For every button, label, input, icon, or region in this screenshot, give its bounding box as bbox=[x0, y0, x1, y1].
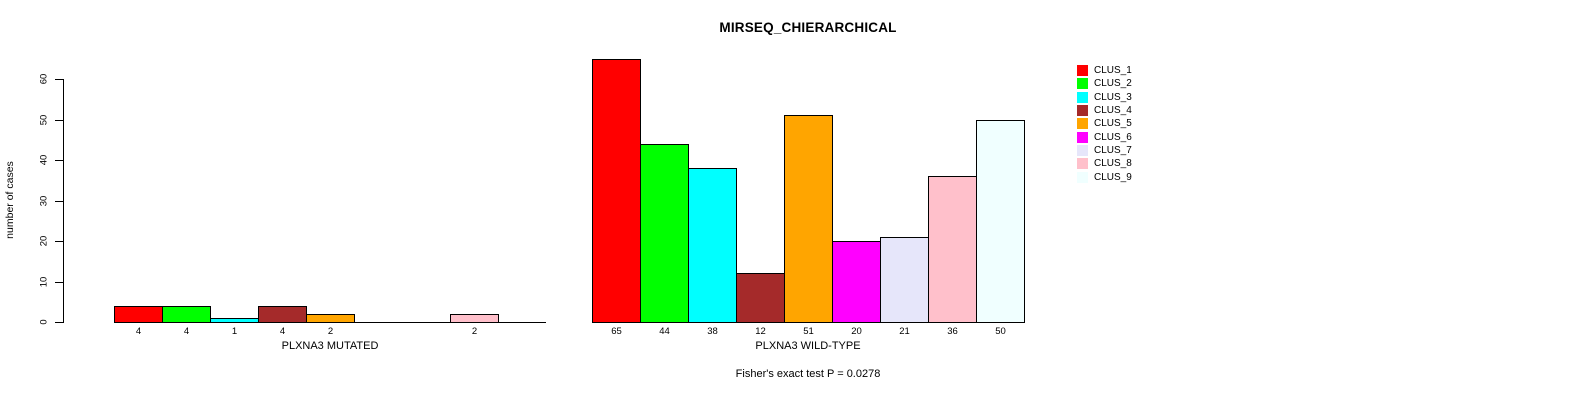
bar-value-label-wildtype-CLUS_8: 36 bbox=[947, 326, 958, 337]
bar-wildtype-CLUS_3 bbox=[688, 168, 737, 323]
bar-wildtype-CLUS_2 bbox=[640, 144, 689, 323]
x-axis-label-wildtype: PLXNA3 WILD-TYPE bbox=[755, 340, 861, 352]
y-axis-tick-label: 10 bbox=[38, 276, 50, 287]
legend-label: CLUS_1 bbox=[1094, 65, 1132, 76]
legend-swatch-CLUS_5 bbox=[1077, 118, 1088, 130]
y-axis-tick-label: 40 bbox=[38, 154, 50, 166]
bar-value-label-wildtype-CLUS_3: 38 bbox=[707, 326, 718, 337]
bar-wildtype-CLUS_1 bbox=[592, 59, 641, 323]
bar-mutated-CLUS_1 bbox=[114, 306, 163, 323]
y-axis-tick-label: 30 bbox=[38, 195, 50, 206]
y-axis-tick-label: 0 bbox=[38, 319, 50, 325]
y-axis-tick bbox=[55, 322, 63, 323]
y-axis-tick-label: 20 bbox=[38, 235, 50, 247]
bar-value-label-wildtype-CLUS_7: 21 bbox=[899, 326, 910, 337]
legend-swatch-CLUS_8 bbox=[1077, 158, 1088, 170]
y-axis-tick bbox=[55, 201, 63, 202]
y-axis-tick bbox=[55, 160, 63, 161]
legend-label: CLUS_5 bbox=[1094, 118, 1132, 130]
y-axis-tick-label: 50 bbox=[38, 114, 50, 125]
fisher-test-note: Fisher's exact test P = 0.0278 bbox=[735, 368, 881, 380]
bar-value-label-mutated-CLUS_1: 4 bbox=[135, 326, 142, 337]
bar-wildtype-CLUS_9 bbox=[976, 120, 1025, 323]
bar-mutated-CLUS_4 bbox=[258, 306, 307, 323]
bar-wildtype-CLUS_4 bbox=[736, 273, 785, 323]
legend-label: CLUS_3 bbox=[1094, 91, 1132, 103]
bar-value-label-mutated-CLUS_8: 2 bbox=[471, 326, 478, 337]
legend-swatch-CLUS_3 bbox=[1077, 91, 1088, 103]
bar-wildtype-CLUS_7 bbox=[880, 237, 929, 323]
y-axis-tick bbox=[55, 120, 63, 121]
legend-label: CLUS_7 bbox=[1094, 145, 1132, 157]
bar-mutated-CLUS_3 bbox=[210, 318, 259, 323]
legend-swatch-CLUS_7 bbox=[1077, 145, 1088, 157]
legend-swatch-CLUS_2 bbox=[1077, 78, 1088, 90]
legend-swatch-CLUS_4 bbox=[1077, 105, 1088, 117]
bar-value-label-mutated-CLUS_3: 1 bbox=[231, 326, 238, 337]
legend-swatch-CLUS_9 bbox=[1077, 171, 1088, 183]
bar-value-label-wildtype-CLUS_2: 44 bbox=[659, 326, 670, 337]
bar-value-label-wildtype-CLUS_4: 12 bbox=[755, 326, 766, 337]
legend-label: CLUS_8 bbox=[1094, 158, 1132, 170]
bar-value-label-wildtype-CLUS_6: 20 bbox=[851, 326, 862, 337]
bar-mutated-CLUS_8 bbox=[450, 314, 499, 323]
bar-mutated-CLUS_2 bbox=[162, 306, 211, 323]
bar-wildtype-CLUS_5 bbox=[784, 115, 833, 323]
bar-value-label-mutated-CLUS_5: 2 bbox=[327, 326, 334, 337]
legend-label: CLUS_6 bbox=[1094, 131, 1132, 143]
legend-label: CLUS_9 bbox=[1094, 171, 1132, 183]
bar-mutated-CLUS_5 bbox=[306, 314, 355, 323]
y-axis-tick bbox=[55, 282, 63, 283]
y-axis-tick bbox=[55, 79, 63, 80]
legend-label: CLUS_4 bbox=[1094, 105, 1132, 117]
legend-swatch-CLUS_1 bbox=[1077, 65, 1088, 76]
legend-label: CLUS_2 bbox=[1094, 78, 1132, 90]
bar-value-label-mutated-CLUS_2: 4 bbox=[183, 326, 190, 337]
legend-swatch-CLUS_6 bbox=[1077, 131, 1088, 143]
chart-title: MIRSEQ_CHIERARCHICAL bbox=[719, 20, 897, 35]
bar-value-label-wildtype-CLUS_1: 65 bbox=[611, 326, 622, 337]
bar-value-label-wildtype-CLUS_5: 51 bbox=[803, 326, 814, 337]
x-axis-label-mutated: PLXNA3 MUTATED bbox=[281, 340, 379, 352]
bar-wildtype-CLUS_8 bbox=[928, 176, 977, 323]
bar-value-label-wildtype-CLUS_9: 50 bbox=[995, 326, 1006, 337]
y-axis-tick-label: 60 bbox=[38, 73, 50, 85]
y-axis-line bbox=[63, 79, 64, 323]
bar-value-label-mutated-CLUS_4: 4 bbox=[279, 326, 286, 337]
bar-wildtype-CLUS_6 bbox=[832, 241, 881, 323]
y-axis-tick bbox=[55, 241, 63, 242]
